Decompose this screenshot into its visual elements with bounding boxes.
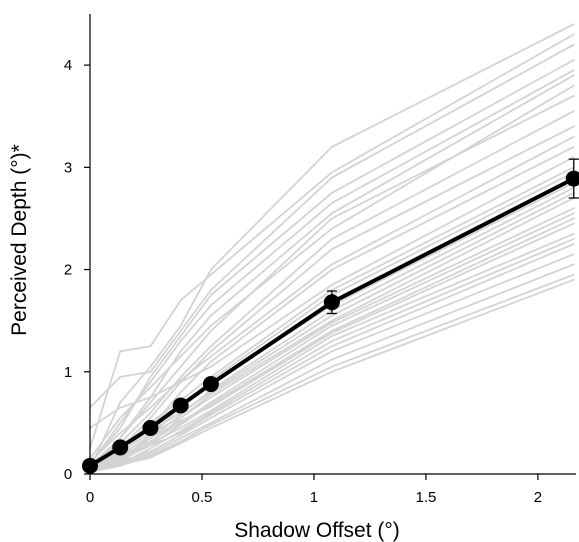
individual-line-11 xyxy=(89,156,575,429)
y-tick-label: 3 xyxy=(64,159,72,176)
individual-line-30 xyxy=(89,69,575,466)
y-tick-label: 2 xyxy=(64,262,72,279)
mean-point xyxy=(323,294,340,311)
individual-line-2 xyxy=(89,33,575,450)
individual-line-4 xyxy=(89,59,575,465)
individual-line-22 xyxy=(89,232,575,471)
mean-point xyxy=(112,439,129,456)
mean-point xyxy=(202,376,219,393)
individual-line-26 xyxy=(89,263,575,471)
mean-point xyxy=(565,170,579,187)
x-tick-label: 1 xyxy=(310,489,318,506)
y-tick-label: 0 xyxy=(64,466,72,483)
individual-line-3 xyxy=(89,43,575,409)
axes-group xyxy=(89,14,576,475)
x-axis-title: Shadow Offset (°) xyxy=(234,519,400,542)
mean-point xyxy=(82,457,98,474)
individual-line-28 xyxy=(89,278,575,472)
mean-series-group xyxy=(82,158,579,474)
individual-lines-group xyxy=(89,23,575,473)
individual-line-25 xyxy=(89,253,575,472)
ticks-group: 0 1 2 3 4 0 0.5 1 1.5 2 xyxy=(64,57,542,506)
individual-line-24 xyxy=(89,243,575,470)
mean-point xyxy=(172,397,189,414)
y-tick-label: 4 xyxy=(64,57,72,74)
individual-line-9 xyxy=(89,135,575,463)
individual-line-1 xyxy=(89,23,575,470)
y-tick-label: 1 xyxy=(64,364,72,381)
individual-line-6 xyxy=(89,84,575,460)
x-tick-label: 0.5 xyxy=(192,489,213,506)
x-tick-label: 0 xyxy=(86,489,94,506)
individual-line-19 xyxy=(89,212,575,470)
mean-point xyxy=(142,420,159,436)
individual-line-29 xyxy=(89,94,575,470)
y-axis-title: Perceived Depth (°)* xyxy=(8,144,31,336)
x-tick-label: 2 xyxy=(534,489,542,506)
individual-line-27 xyxy=(89,273,575,473)
x-tick-label: 1.5 xyxy=(416,489,437,506)
individual-line-20 xyxy=(89,217,575,472)
